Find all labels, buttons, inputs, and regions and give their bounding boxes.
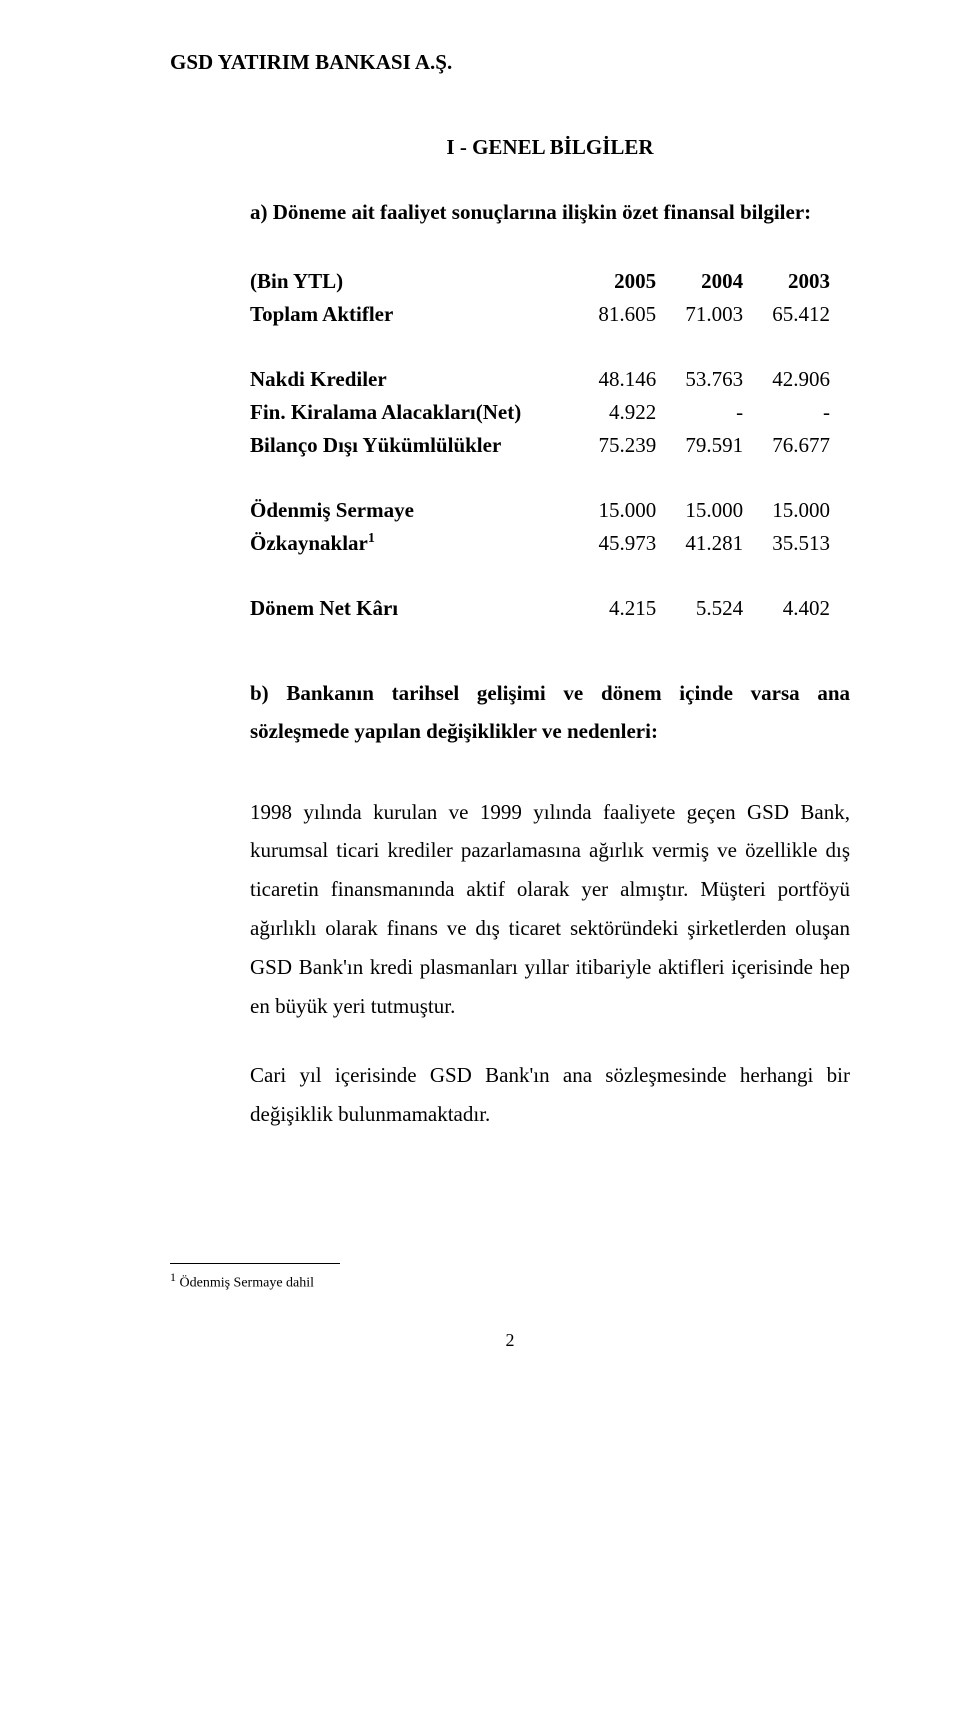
- year-header: 2003: [743, 265, 830, 298]
- row-label: Toplam Aktifler: [250, 298, 569, 331]
- row-value: 79.591: [656, 429, 743, 462]
- row-label-with-sup: Özkaynaklar1: [250, 527, 569, 560]
- row-value: 4.215: [569, 592, 656, 625]
- row-value: 65.412: [743, 298, 830, 331]
- row-value: 76.677: [743, 429, 830, 462]
- footnote: 1 Ödenmiş Sermaye dahil: [170, 1270, 850, 1292]
- table-row: Fin. Kiralama Alacakları(Net) 4.922 - -: [250, 396, 830, 429]
- row-value: 45.973: [569, 527, 656, 560]
- financial-table-capital-group: Ödenmiş Sermaye 15.000 15.000 15.000 Özk…: [170, 494, 850, 560]
- subsection-b-title: b) Bankanın tarihsel gelişimi ve dönem i…: [250, 675, 850, 751]
- row-value: 75.239: [569, 429, 656, 462]
- table-row: Özkaynaklar1 45.973 41.281 35.513: [250, 527, 830, 560]
- row-value: 4.922: [569, 396, 656, 429]
- year-header: 2004: [656, 265, 743, 298]
- row-label: Bilanço Dışı Yükümlülükler: [250, 429, 569, 462]
- financial-table-3: Ödenmiş Sermaye 15.000 15.000 15.000 Özk…: [250, 494, 830, 560]
- row-value: -: [743, 396, 830, 429]
- row-value: 41.281: [656, 527, 743, 560]
- table-row: Bilanço Dışı Yükümlülükler 75.239 79.591…: [250, 429, 830, 462]
- financial-table-4: Dönem Net Kârı 4.215 5.524 4.402: [250, 592, 830, 625]
- table-row: Toplam Aktifler 81.605 71.003 65.412: [250, 298, 830, 331]
- footnote-text: Ödenmiş Sermaye dahil: [176, 1276, 314, 1291]
- row-label: Dönem Net Kârı: [250, 592, 569, 625]
- row-value: 81.605: [569, 298, 656, 331]
- body-paragraph-2: Cari yıl içerisinde GSD Bank'ın ana sözl…: [250, 1056, 850, 1134]
- row-value: 48.146: [569, 363, 656, 396]
- footnote-divider: [170, 1263, 340, 1264]
- table-header-row: (Bin YTL) 2005 2004 2003: [250, 265, 830, 298]
- financial-table-1: (Bin YTL) 2005 2004 2003 Toplam Aktifler…: [250, 265, 830, 331]
- subsection-b: b) Bankanın tarihsel gelişimi ve dönem i…: [250, 675, 850, 1133]
- table-row: Ödenmiş Sermaye 15.000 15.000 15.000: [250, 494, 830, 527]
- row-value: 71.003: [656, 298, 743, 331]
- row-value: 4.402: [743, 592, 830, 625]
- year-header: 2005: [569, 265, 656, 298]
- financial-table-credits-group: Nakdi Krediler 48.146 53.763 42.906 Fin.…: [170, 363, 850, 462]
- subsection-a-title: a) Döneme ait faaliyet sonuçlarına ilişk…: [250, 200, 850, 225]
- row-value: 53.763: [656, 363, 743, 396]
- row-value: 35.513: [743, 527, 830, 560]
- row-value: -: [656, 396, 743, 429]
- row-value: 15.000: [656, 494, 743, 527]
- row-value: 5.524: [656, 592, 743, 625]
- section-title: I - GENEL BİLGİLER: [250, 135, 850, 160]
- row-label: Fin. Kiralama Alacakları(Net): [250, 396, 569, 429]
- row-value: 15.000: [743, 494, 830, 527]
- row-label: Ödenmiş Sermaye: [250, 494, 569, 527]
- table-row: Dönem Net Kârı 4.215 5.524 4.402: [250, 592, 830, 625]
- table-row: Nakdi Krediler 48.146 53.763 42.906: [250, 363, 830, 396]
- page-number: 2: [170, 1330, 850, 1351]
- currency-label: (Bin YTL): [250, 265, 569, 298]
- row-value: 42.906: [743, 363, 830, 396]
- body-paragraph-1: 1998 yılında kurulan ve 1999 yılında faa…: [250, 793, 850, 1026]
- company-name: GSD YATIRIM BANKASI A.Ş.: [170, 50, 850, 75]
- row-value: 15.000: [569, 494, 656, 527]
- document-page: GSD YATIRIM BANKASI A.Ş. I - GENEL BİLGİ…: [0, 0, 960, 1391]
- row-label-text: Özkaynaklar: [250, 531, 368, 555]
- row-label: Nakdi Krediler: [250, 363, 569, 396]
- financial-table-2: Nakdi Krediler 48.146 53.763 42.906 Fin.…: [250, 363, 830, 462]
- financial-table-header-group: (Bin YTL) 2005 2004 2003 Toplam Aktifler…: [170, 265, 850, 331]
- footnote-marker-icon: 1: [368, 531, 375, 546]
- financial-table-profit-group: Dönem Net Kârı 4.215 5.524 4.402: [170, 592, 850, 625]
